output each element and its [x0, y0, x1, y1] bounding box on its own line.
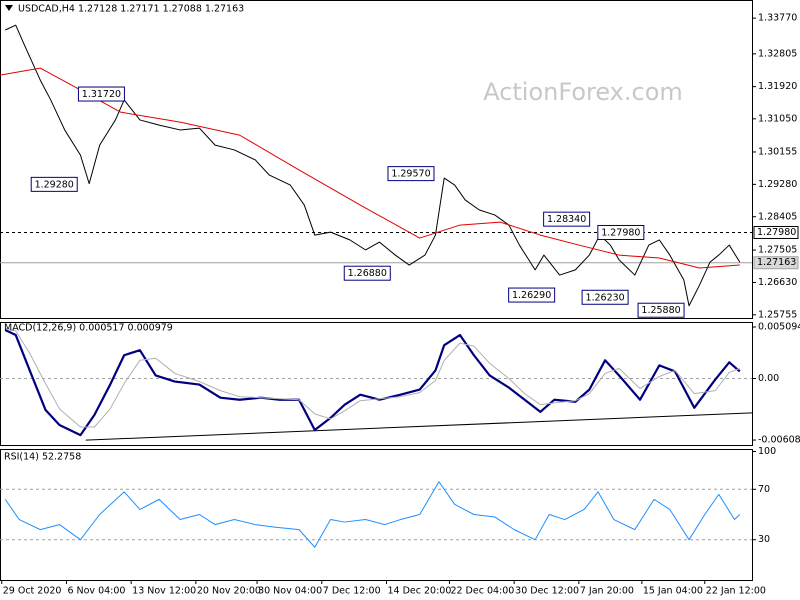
series-line: [4, 328, 741, 437]
series-line: [5, 327, 740, 428]
annotation-box: [581, 289, 629, 305]
panel-title: RSI(14) 52.2758: [4, 452, 81, 463]
annotation-label: 1.26230: [585, 292, 624, 303]
annotation-box: [343, 265, 391, 281]
panel-frame: [0, 449, 753, 581]
watermark: ActionForex.com: [483, 78, 683, 106]
annotation-label: 1.25880: [641, 305, 680, 316]
x-tick-label: 22 Dec 04:00: [450, 586, 514, 597]
annotation-box: [387, 166, 435, 182]
trendline: [85, 412, 753, 441]
y-tick-label: 70: [758, 484, 770, 495]
annotation-box: [637, 302, 685, 318]
menu-icon: [5, 5, 13, 11]
x-tick-label: 29 Oct 2020: [3, 586, 62, 597]
x-tick-label: 14 Dec 20:00: [387, 586, 451, 597]
y-tick-label: 1.29280: [758, 179, 797, 190]
x-tick-label: 7 Dec 12:00: [323, 586, 381, 597]
annotation-box: [30, 176, 78, 192]
x-tick-label: 7 Jan 20:00: [580, 586, 634, 597]
y-tick-label: 1.32805: [758, 48, 797, 59]
x-tick-label: 20 Nov 20:00: [197, 586, 261, 597]
y-tick-label: -0.006089: [758, 435, 800, 446]
y-tick-label: 1.26630: [758, 277, 797, 288]
annotation-label: 1.31720: [82, 89, 121, 100]
reference-label-box: [753, 225, 799, 239]
y-tick-label: 1.30155: [758, 146, 797, 157]
annotation-box: [543, 211, 591, 227]
y-tick-label: 1.33770: [758, 13, 797, 24]
x-tick-label: 6 Nov 04:00: [67, 586, 125, 597]
y-tick-label: 1.27505: [758, 245, 797, 256]
x-tick-label: 13 Nov 12:00: [132, 586, 196, 597]
annotation-label: 1.28340: [547, 214, 586, 225]
x-tick-label: 30 Nov 04:00: [258, 586, 322, 597]
x-tick-label: 22 Jan 12:00: [706, 586, 766, 597]
annotation-box: [508, 287, 556, 303]
panel-title: MACD(12,26,9) 0.000517 0.000979: [4, 323, 173, 334]
annotation-label: 1.27980: [601, 227, 640, 238]
reference-label-box: [753, 256, 799, 270]
y-tick-label: 1.31920: [758, 81, 797, 92]
panel-frame: [0, 322, 753, 446]
y-tick-label: 1.31050: [758, 113, 797, 124]
annotation-box: [77, 86, 125, 102]
reference-label: 1.27980: [757, 227, 796, 238]
y-tick-label: 0.00: [758, 373, 779, 384]
annotation-box: [597, 224, 645, 240]
x-tick-label: 30 Dec 12:00: [515, 586, 579, 597]
x-tick-label: 15 Jan 04:00: [643, 586, 703, 597]
annotation-label: 1.29570: [391, 169, 430, 180]
reference-label: 1.27163: [757, 257, 796, 268]
series-line: [0, 67, 740, 269]
panel-frame: [0, 0, 753, 319]
y-tick-label: 1.25755: [758, 309, 797, 320]
y-tick-label: 100: [758, 446, 776, 457]
y-tick-label: 1.28405: [758, 211, 797, 222]
y-tick-label: 0.005094: [758, 322, 800, 333]
series-line: [4, 481, 741, 548]
annotation-label: 1.29280: [35, 179, 74, 190]
panel-title: USDCAD,H4 1.27128 1.27171 1.27088 1.2716…: [18, 4, 244, 15]
annotation-label: 1.26290: [512, 290, 551, 301]
annotation-label: 1.26880: [348, 268, 387, 279]
y-tick-label: 30: [758, 534, 770, 545]
series-line: [5, 24, 741, 307]
